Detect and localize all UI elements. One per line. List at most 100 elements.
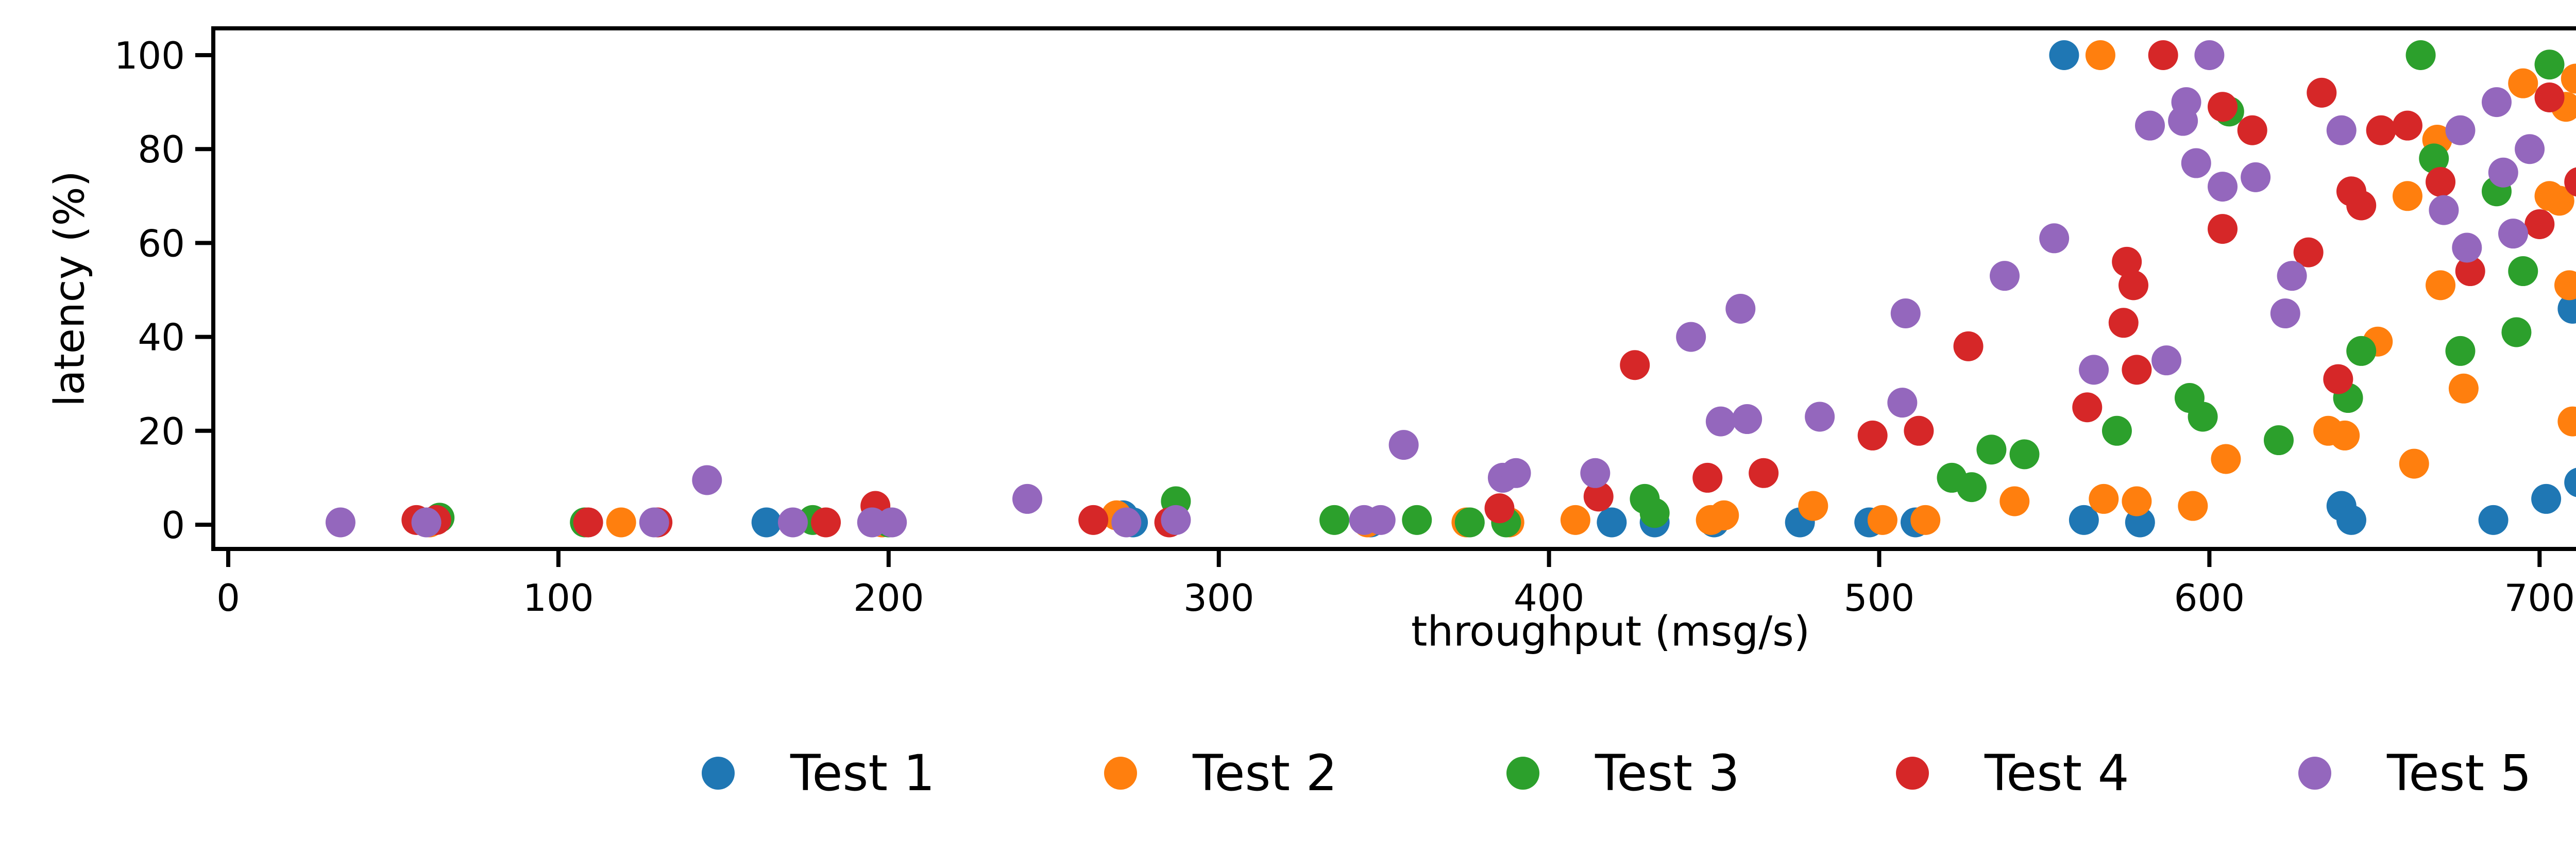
scatter-point-test-5 xyxy=(1732,404,1762,435)
scatter-point-test-4 xyxy=(2112,246,2142,277)
scatter-point-test-3 xyxy=(2263,425,2294,456)
legend-item-test-1: Test 1 xyxy=(702,748,935,798)
scatter-point-test-5 xyxy=(1705,406,1736,437)
scatter-point-test-5 xyxy=(2181,148,2211,178)
y-tick-label: 20 xyxy=(138,410,185,453)
scatter-point-test-5 xyxy=(1388,430,1419,460)
y-axis-label: latency (%) xyxy=(45,171,94,407)
scatter-point-test-4 xyxy=(2366,115,2396,145)
x-tick-label: 200 xyxy=(853,576,924,620)
scatter-point-test-2 xyxy=(2085,40,2115,70)
y-tick-label: 60 xyxy=(138,222,185,265)
x-tick-label: 0 xyxy=(216,576,240,620)
scatter-point-test-4 xyxy=(2208,92,2238,122)
scatter-point-test-4 xyxy=(2148,40,2178,70)
scatter-point-test-1 xyxy=(2557,293,2576,324)
scatter-point-test-1 xyxy=(751,507,782,538)
scatter-point-test-5 xyxy=(2452,232,2482,263)
y-tick-label: 0 xyxy=(161,504,185,547)
scatter-point-test-4 xyxy=(1078,505,1109,535)
scatter-point-test-5 xyxy=(1161,505,1191,535)
scatter-point-test-4 xyxy=(2455,256,2485,287)
legend-label-test-3: Test 3 xyxy=(1595,744,1740,802)
scatter-point-test-5 xyxy=(1501,458,1531,488)
scatter-point-test-2 xyxy=(2089,483,2119,514)
scatter-point-test-5 xyxy=(2445,115,2476,145)
scatter-point-test-5 xyxy=(1580,458,1611,488)
scatter-point-test-1 xyxy=(2336,505,2366,535)
scatter-point-test-4 xyxy=(1953,331,1984,361)
x-tick-label: 300 xyxy=(1183,576,1254,620)
scatter-point-test-4 xyxy=(811,507,841,538)
scatter-point-test-5 xyxy=(639,507,669,538)
x-axis-label: throughput (msg/s) xyxy=(1411,607,1810,656)
scatter-point-test-4 xyxy=(2208,214,2238,244)
scatter-point-test-3 xyxy=(1319,505,1350,535)
scatter-point-test-5 xyxy=(2429,195,2459,225)
scatter-point-test-4 xyxy=(1904,415,1934,446)
scatter-point-test-5 xyxy=(777,507,808,538)
legend-marker-test-2-icon xyxy=(1104,757,1137,790)
legend-item-test-4: Test 4 xyxy=(1896,748,2129,798)
scatter-point-test-5 xyxy=(2194,40,2225,70)
scatter-point-test-4 xyxy=(2392,110,2422,141)
scatter-point-test-5 xyxy=(2135,110,2165,141)
scatter-point-test-4 xyxy=(573,507,603,538)
scatter-point-test-3 xyxy=(2405,40,2436,70)
scatter-point-test-5 xyxy=(2515,134,2545,164)
scatter-point-test-3 xyxy=(2501,317,2532,347)
scatter-point-test-1 xyxy=(2069,505,2099,535)
scatter-point-test-5 xyxy=(1887,388,1918,418)
scatter-point-test-3 xyxy=(1402,505,1432,535)
scatter-point-test-2 xyxy=(2557,406,2576,437)
scatter-point-test-3 xyxy=(1976,435,2007,465)
scatter-point-test-2 xyxy=(2211,444,2241,474)
scatter-point-test-2 xyxy=(2122,486,2152,516)
scatter-point-test-2 xyxy=(2544,186,2574,216)
scatter-point-test-5 xyxy=(2326,115,2357,145)
scatter-point-test-4 xyxy=(2564,167,2576,197)
legend-item-test-2: Test 2 xyxy=(1104,748,1337,798)
legend-marker-test-4-icon xyxy=(1896,757,1929,790)
legend-label-test-4: Test 4 xyxy=(1985,744,2129,802)
scatter-point-test-5 xyxy=(1805,402,1835,432)
scatter-point-test-2 xyxy=(2554,270,2576,301)
scatter-point-test-2 xyxy=(2426,270,2456,301)
scatter-point-test-4 xyxy=(1484,493,1515,524)
scatter-point-test-4 xyxy=(2237,115,2267,145)
scatter-point-test-5 xyxy=(2208,172,2238,202)
scatter-point-test-3 xyxy=(2534,49,2565,80)
scatter-point-test-4 xyxy=(2346,190,2377,221)
scatter-point-test-4 xyxy=(1583,481,1614,512)
x-tick-label: 400 xyxy=(1514,576,1584,620)
legend-marker-test-1-icon xyxy=(702,757,735,790)
scatter-point-test-2 xyxy=(1867,505,1897,535)
scatter-point-test-5 xyxy=(1012,483,1042,514)
scatter-point-test-3 xyxy=(2102,415,2132,446)
scatter-point-test-2 xyxy=(1999,486,2030,516)
legend-marker-test-3-icon xyxy=(1506,757,1539,790)
scatter-point-test-1 xyxy=(1597,507,1627,538)
x-tick-label: 700 xyxy=(2504,576,2575,620)
scatter-point-test-5 xyxy=(1890,298,1921,329)
scatter-point-test-4 xyxy=(2072,392,2103,423)
scatter-point-test-3 xyxy=(1956,472,1987,503)
scatter-point-test-5 xyxy=(1990,261,2020,291)
x-tick-label: 600 xyxy=(2174,576,2245,620)
legend-label-test-5: Test 5 xyxy=(2387,744,2532,802)
scatter-point-test-2 xyxy=(2392,181,2422,211)
scatter-point-test-1 xyxy=(2049,40,2079,70)
scatter-point-test-2 xyxy=(2508,68,2538,98)
y-tick-label: 100 xyxy=(114,34,185,77)
scatter-point-test-4 xyxy=(1749,458,1779,488)
legend-label-test-2: Test 2 xyxy=(1193,744,1337,802)
x-tick-label: 500 xyxy=(1844,576,1914,620)
scatter-point-test-3 xyxy=(2419,143,2449,174)
scatter-point-test-2 xyxy=(1709,500,1739,530)
scatter-point-test-4 xyxy=(2323,364,2353,394)
scatter-point-test-5 xyxy=(2079,355,2109,385)
scatter-point-test-5 xyxy=(2270,298,2300,329)
scatter-point-test-2 xyxy=(2399,448,2429,479)
